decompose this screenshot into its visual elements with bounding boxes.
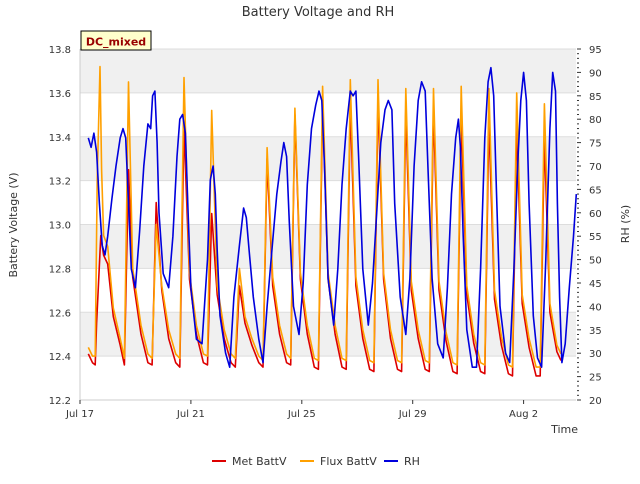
y-tick-label-right: 50	[589, 256, 602, 267]
y-tick-label-right: 30	[589, 349, 602, 360]
y-tick-label-right: 95	[589, 45, 602, 56]
y-tick-label-left: 12.8	[49, 264, 71, 275]
axes-frame	[79, 49, 576, 401]
y-tick-label-right: 60	[589, 209, 602, 220]
y-tick-label-right: 90	[589, 68, 602, 79]
series-line-rh	[87, 66, 578, 369]
dc-mixed-badge: DC_mixed	[80, 30, 152, 51]
axis-ticks: 12.2 12.4 12.6 12.8 13.0 13.2 13.4 13.6 13.8 20 25…	[49, 45, 602, 420]
plot-band	[80, 136, 576, 181]
plot-band	[80, 312, 576, 357]
series-line-flux-battv	[87, 65, 562, 368]
y-tick-label-right: 80	[589, 115, 602, 126]
y-tick-label-left: 13.0	[49, 221, 71, 232]
y-tick-label-left: 13.6	[49, 89, 71, 100]
x-tick-label: Jul 17	[65, 409, 94, 420]
y-tick-label-left: 13.2	[49, 177, 71, 188]
legend-label-met-battv: Met BattV	[232, 455, 287, 468]
x-tick-label: Aug 2	[509, 409, 538, 420]
y-tick-label-left: 12.4	[49, 352, 71, 363]
y-tick-label-right: 70	[589, 162, 602, 173]
legend-label-flux-battv: Flux BattV	[320, 455, 377, 468]
y-tick-label-right: 35	[589, 326, 602, 337]
legend: Met BattV Flux BattV RH	[212, 455, 420, 468]
badge-label: DC_mixed	[86, 36, 146, 49]
y-tick-label-right: 75	[589, 139, 602, 150]
legend-label-rh: RH	[404, 455, 420, 468]
y-axis-right-label: RH (%)	[619, 205, 632, 243]
y-tick-label-left: 12.6	[49, 308, 71, 319]
y-tick-label-left: 13.4	[49, 133, 71, 144]
y-tick-label-right: 40	[589, 302, 602, 313]
x-tick-label: Jul 29	[398, 409, 427, 420]
x-axis-label: Time	[550, 423, 578, 436]
y-tick-label-right: 55	[589, 232, 602, 243]
y-tick-label-right: 25	[589, 373, 602, 384]
y-tick-label-right: 85	[589, 92, 602, 103]
y-tick-label-left: 12.2	[49, 396, 71, 407]
badge-box	[80, 30, 152, 51]
chart-title: Battery Voltage and RH	[242, 5, 395, 20]
y-tick-label-right: 45	[589, 279, 602, 290]
y-tick-label-right: 65	[589, 185, 602, 196]
series-lines	[87, 65, 578, 377]
x-tick-label: Jul 21	[176, 409, 205, 420]
plot-band	[80, 49, 576, 93]
x-tick-label: Jul 25	[287, 409, 316, 420]
y-tick-label-right: 20	[589, 396, 602, 407]
y-axis-left-label: Battery Voltage (V)	[7, 172, 20, 277]
y-tick-label-left: 13.8	[49, 45, 71, 56]
